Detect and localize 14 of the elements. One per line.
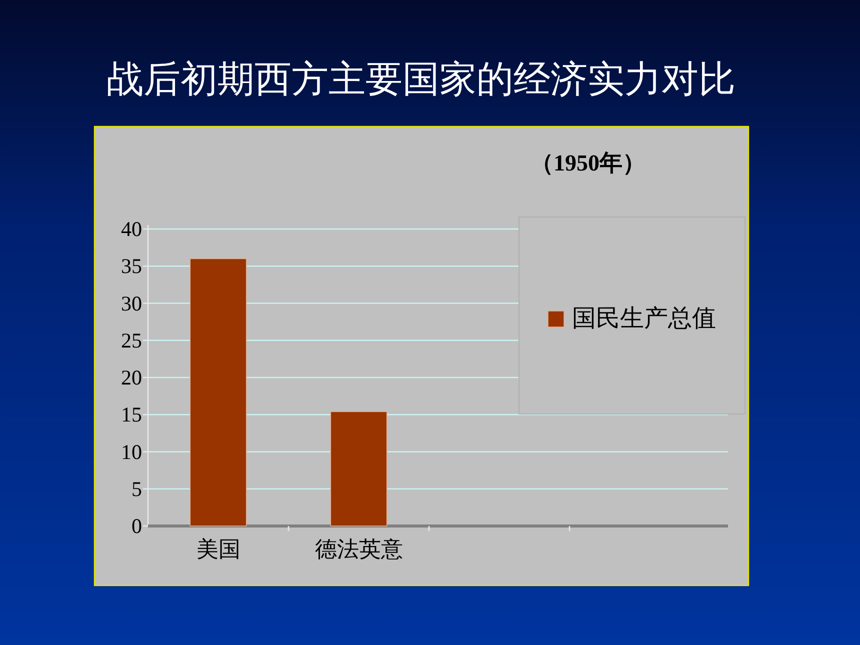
x-tick-label: 德法英意 — [314, 536, 403, 562]
y-tick-label: 25 — [121, 328, 142, 352]
y-tick-label: 10 — [121, 440, 142, 464]
chart-title: 战后初期西方主要国家的经济实力对比 — [106, 60, 736, 100]
legend-label: 国民生产总值 — [572, 305, 716, 332]
y-tick-label: 40 — [121, 217, 142, 241]
x-tick-label: 美国 — [196, 536, 240, 562]
chart-subtitle: （1950年） — [530, 150, 646, 176]
y-tick-label: 5 — [132, 476, 142, 501]
y-tick-label: 30 — [121, 291, 142, 316]
y-tick-label: 0 — [132, 514, 142, 538]
y-tick-label: 20 — [121, 366, 142, 390]
y-tick-label: 15 — [121, 402, 142, 427]
y-tick-label: 35 — [121, 254, 142, 278]
